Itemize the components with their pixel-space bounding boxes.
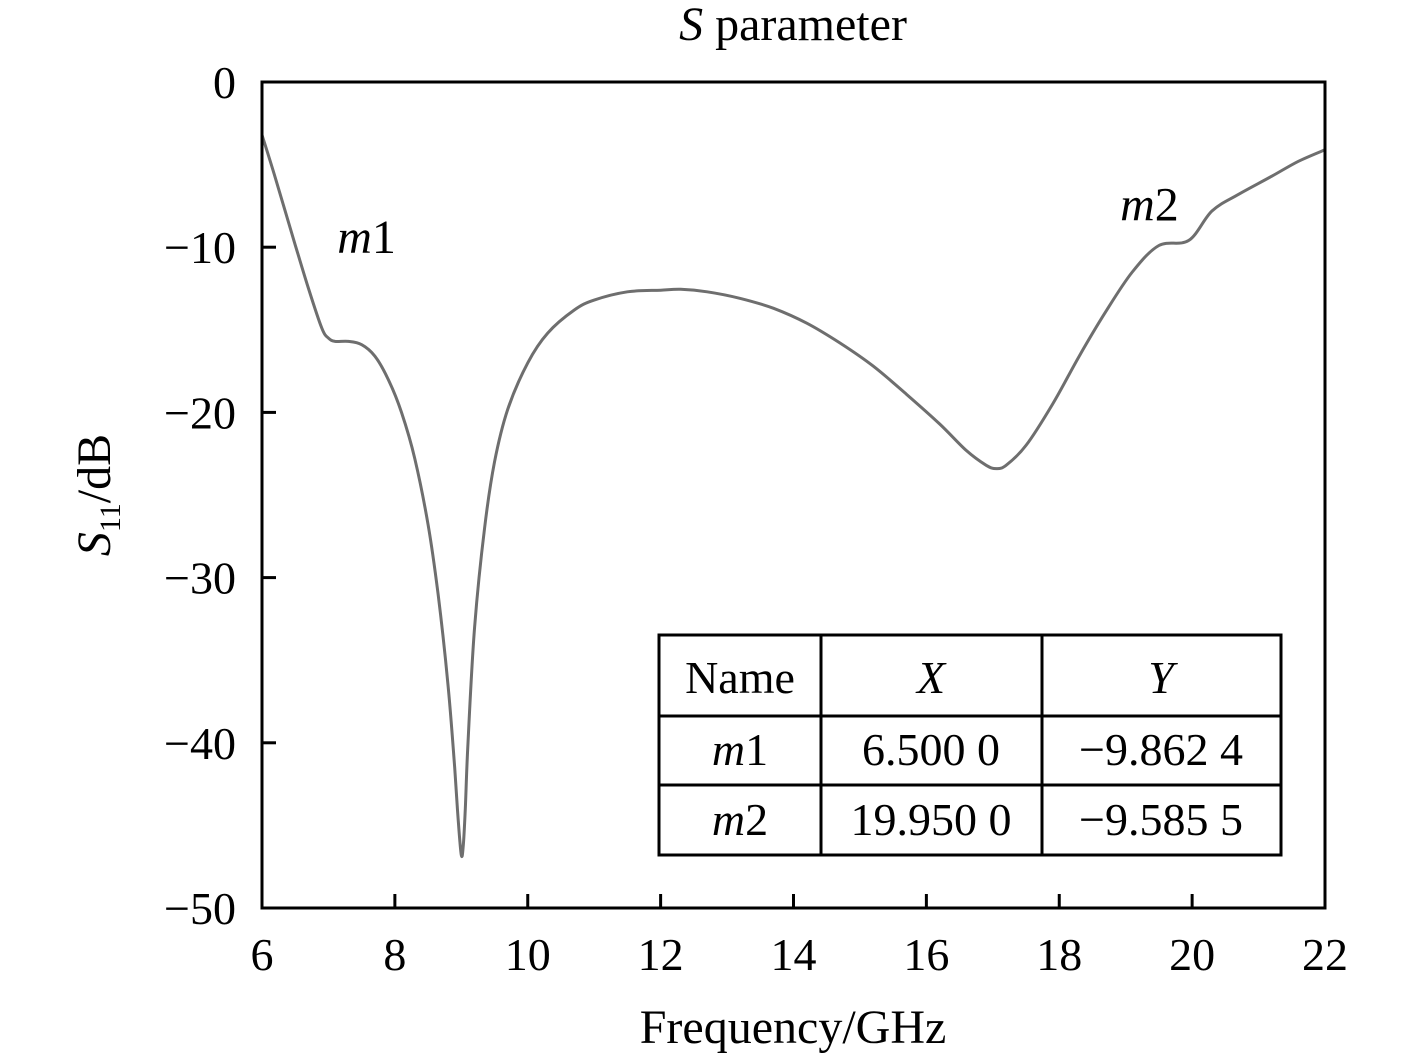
x-tick-label: 18 (1036, 929, 1082, 980)
y-tick-label: −50 (164, 883, 236, 934)
table-cell-y: −9.585 5 (1079, 794, 1243, 845)
s11-curve (260, 134, 1326, 859)
y-tick-label: −20 (164, 387, 236, 438)
y-axis-title: S11/dB (68, 434, 127, 556)
table-cell-name: m2 (712, 794, 768, 845)
table-cell-name: m1 (712, 724, 768, 775)
series-layer (260, 134, 1326, 859)
y-tick-label: −30 (164, 553, 236, 604)
x-tick-label: 14 (771, 929, 817, 980)
marker-label: m2 (1120, 178, 1179, 231)
y-tick-label: −10 (164, 222, 236, 273)
plot-frame (260, 80, 1327, 910)
table-cell-x: 19.950 0 (851, 794, 1012, 845)
marker-table: Name X Y m1 6.500 0 −9.862 4 m2 19.950 0… (657, 633, 1283, 857)
x-tick-label: 8 (383, 929, 406, 980)
table-header-y: Y (1148, 652, 1178, 703)
axis-ticks: 6 8 10 12 14 16 18 20 22 0 −10 −20 −30 −40 −50 (164, 57, 1348, 980)
y-tick-label: −40 (164, 718, 236, 769)
x-tick-label: 10 (505, 929, 551, 980)
table-header-x: X (915, 652, 947, 703)
y-tick-label: 0 (213, 57, 236, 108)
x-tick-label: 20 (1169, 929, 1215, 980)
table-cell-y: −9.862 4 (1079, 724, 1243, 775)
marker-label: m1 (337, 211, 396, 264)
table-cell-x: 6.500 0 (862, 724, 1000, 775)
table-header-name: Name (685, 652, 795, 703)
marker-labels: m1 m2 (337, 178, 1179, 264)
chart-title: S parameter (679, 0, 907, 51)
marker-table-frame (657, 633, 1283, 857)
x-tick-label: 6 (251, 929, 274, 980)
x-tick-label: 16 (903, 929, 949, 980)
x-tick-label: 12 (638, 929, 684, 980)
x-axis-title: Frequency/GHz (640, 1001, 947, 1054)
x-tick-label: 22 (1302, 929, 1348, 980)
